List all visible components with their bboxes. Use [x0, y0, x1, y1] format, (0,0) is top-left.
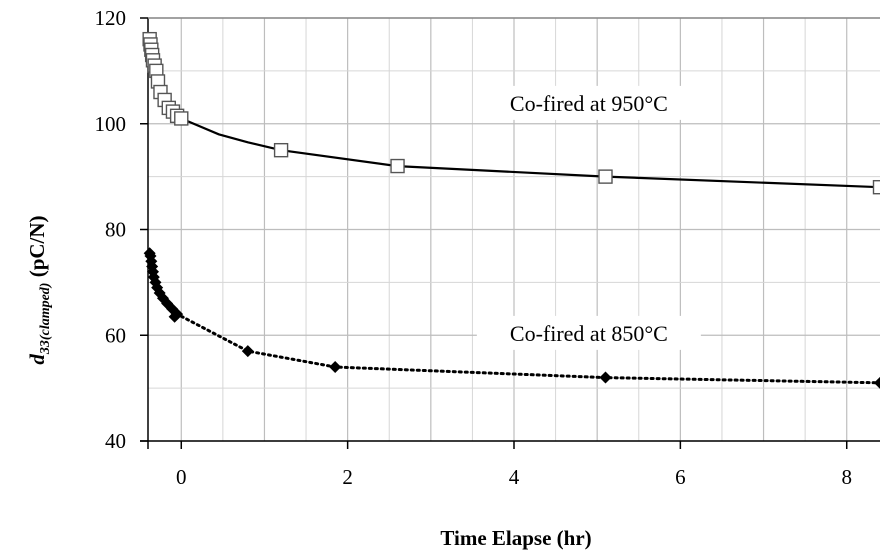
annotation-label-1: Co-fired at 850°C	[510, 321, 668, 346]
data-point-diamond	[329, 360, 342, 373]
data-point-diamond	[599, 371, 612, 384]
x-axis-title: Time Elapse (hr)	[440, 526, 591, 550]
y-tick-label: 40	[105, 429, 126, 453]
tick-labels: 40 60 80 100 120 0 2 4 6 8	[95, 6, 852, 489]
annotation-background	[476, 85, 701, 120]
x-tick-label: 6	[675, 465, 686, 489]
annotation-label-0: Co-fired at 950°C	[510, 91, 668, 116]
y-tick-label: 80	[105, 218, 126, 242]
chart-annotations: Co-fired at 950°C Co-fired at 850°C	[476, 85, 701, 350]
y-tick-label: 60	[105, 323, 126, 347]
chart-series	[142, 31, 880, 389]
y-tick-label: 120	[95, 6, 127, 30]
chart-grid	[148, 17, 880, 442]
annotation-background	[476, 315, 701, 350]
x-tick-label: 4	[509, 465, 520, 489]
data-point-square	[174, 111, 189, 126]
data-point-square	[872, 179, 880, 195]
data-point-square	[390, 158, 405, 174]
data-point-diamond	[874, 376, 880, 389]
data-point-diamond	[241, 345, 254, 358]
data-point-square	[273, 142, 289, 158]
data-point-diamond	[168, 310, 181, 323]
y-axis-title-suffix: (pC/N)	[25, 215, 49, 282]
x-tick-label: 8	[841, 465, 852, 489]
x-tick-label: 0	[176, 465, 187, 489]
y-axis-title-prefix: d	[25, 354, 49, 365]
x-tick-label: 2	[342, 465, 353, 489]
chart-axes	[140, 17, 880, 449]
y-axis-title-subscript: 33(clamped)	[38, 283, 53, 356]
y-tick-label: 100	[95, 112, 127, 136]
y-axis-title: d33(clamped) (pC/N)	[25, 215, 53, 364]
data-point-square	[598, 169, 613, 184]
